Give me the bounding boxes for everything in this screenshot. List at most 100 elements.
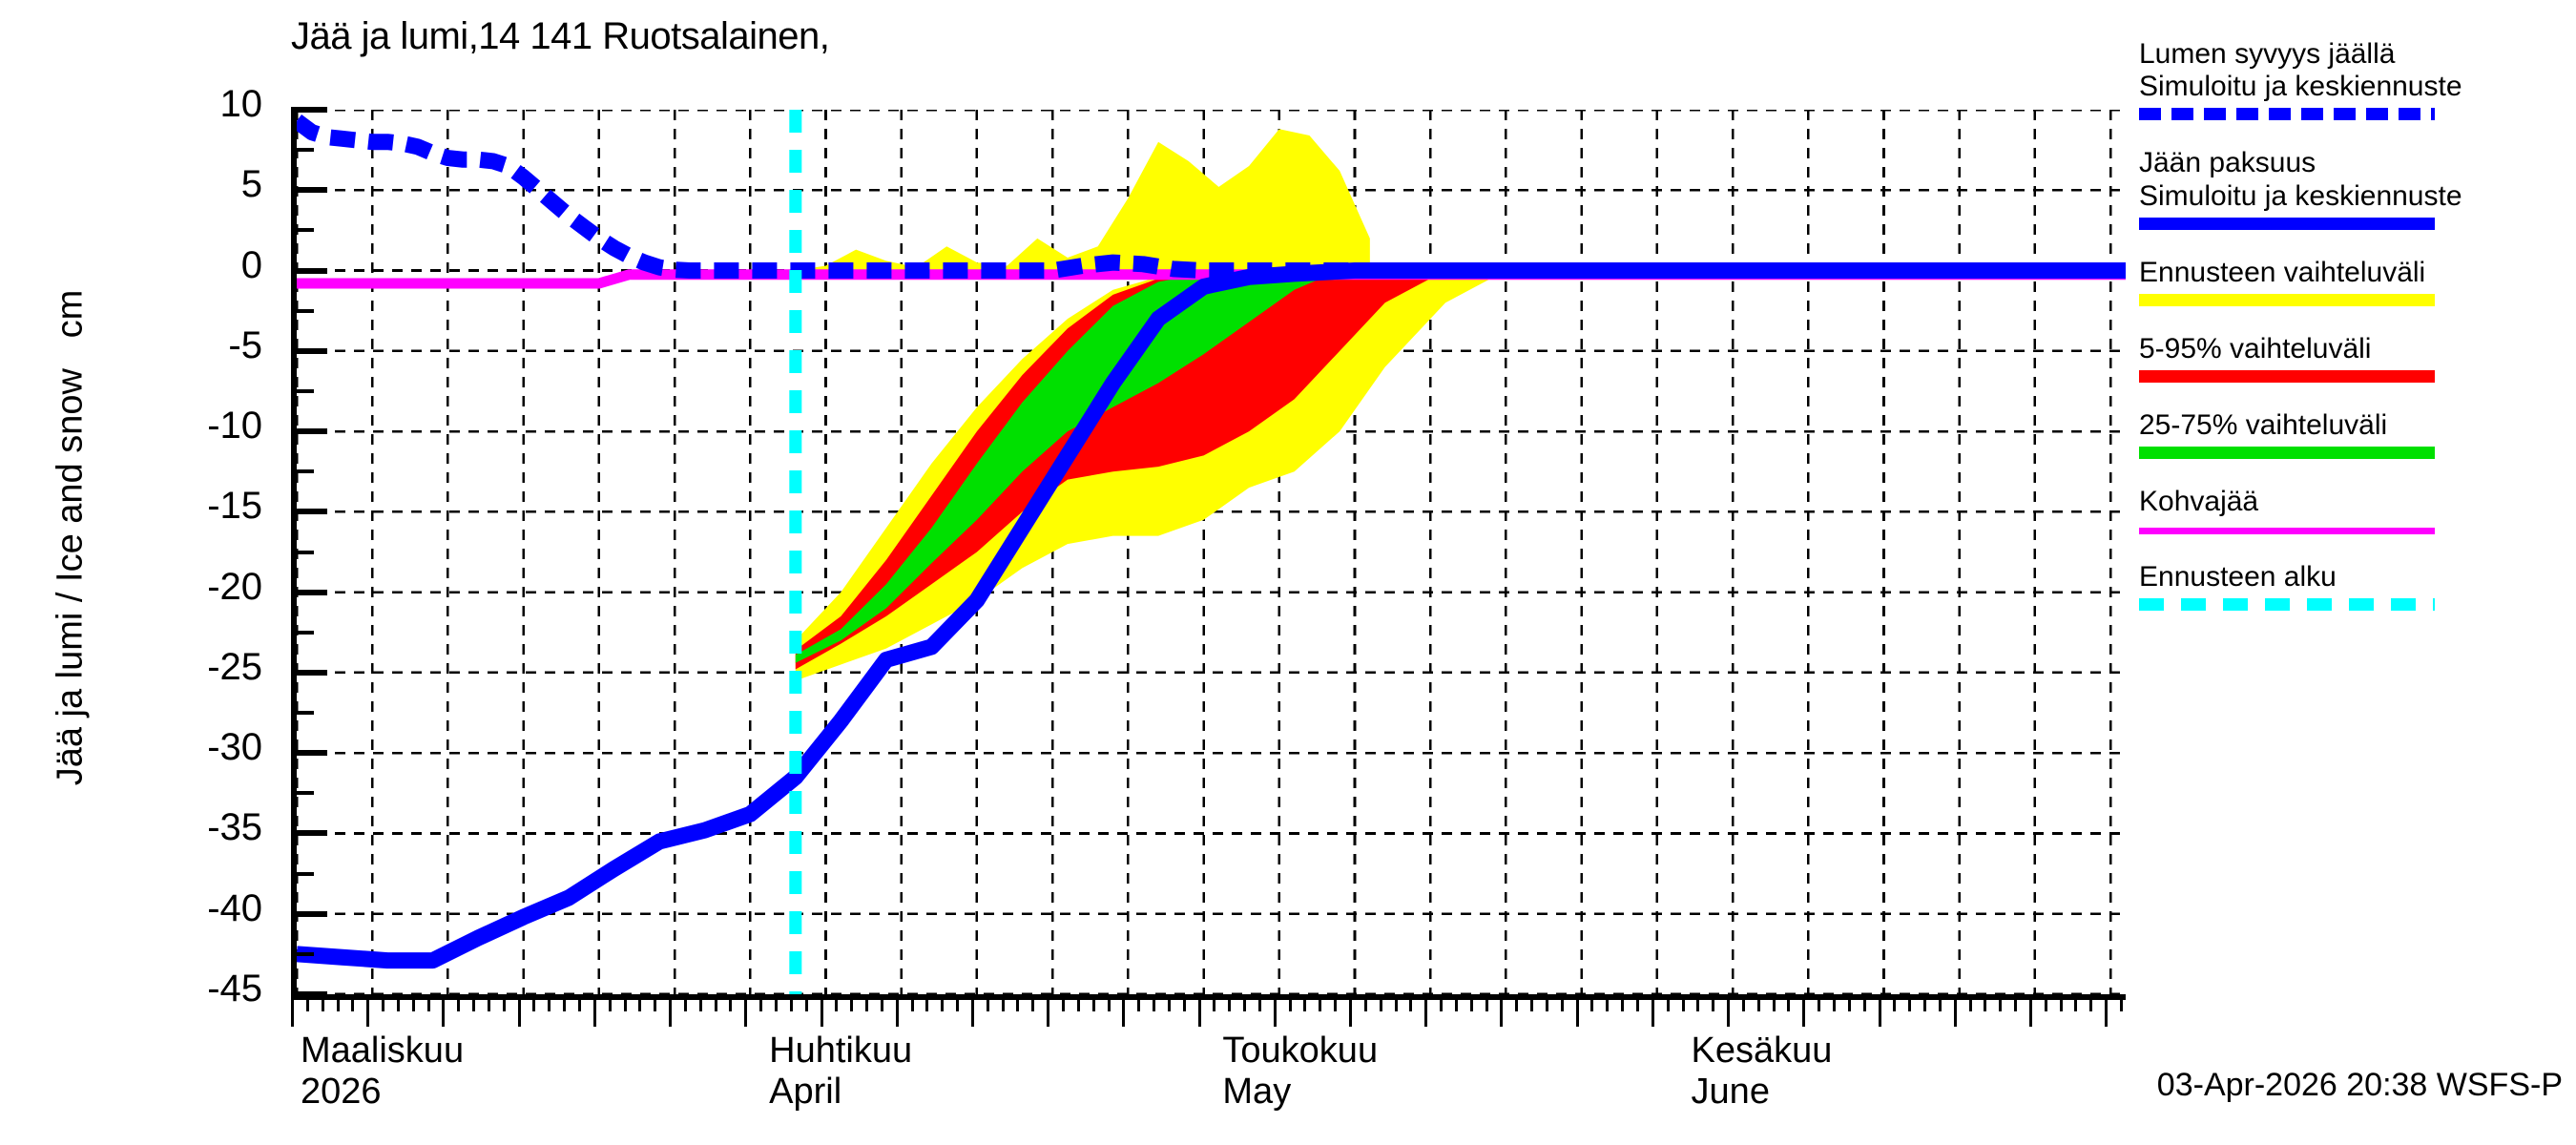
- y-tick-label--5: -5: [228, 323, 262, 366]
- x-tick-major: [1197, 994, 1201, 1027]
- x-tick-minor: [1666, 994, 1670, 1011]
- y-tick-label--10: -10: [207, 405, 262, 448]
- x-tick-major: [1122, 994, 1126, 1027]
- x-tick-major: [291, 994, 294, 1027]
- band-ennusteen-vaihteluv-li-snow-: [795, 129, 1370, 271]
- x-tick-major: [820, 994, 823, 1027]
- legend-spacer: [2139, 392, 2574, 409]
- x-tick-major: [1802, 994, 1806, 1027]
- y-tick-minor: [291, 308, 314, 313]
- y-tick-major-5: [291, 187, 327, 194]
- month-label-en: June: [1691, 1071, 1770, 1112]
- x-tick-minor: [623, 994, 627, 1011]
- x-tick-minor: [1137, 994, 1141, 1011]
- y-tick-minor: [291, 388, 314, 393]
- y-tick-minor: [291, 951, 314, 956]
- x-tick-minor: [1741, 994, 1745, 1011]
- legend-swatch-snow-depth-forecast: [2139, 108, 2435, 121]
- y-tick-major--25: [291, 669, 327, 676]
- x-tick-minor: [457, 994, 461, 1011]
- x-tick-major: [1727, 994, 1731, 1027]
- x-tick-minor: [1469, 994, 1473, 1011]
- x-tick-minor: [1515, 994, 1519, 1011]
- month-label-fi: Toukokuu: [1222, 1030, 1379, 1071]
- x-tick-minor: [759, 994, 763, 1011]
- y-tick-label-10: 10: [219, 83, 263, 125]
- y-tick-minor: [291, 550, 314, 554]
- legend-item-snow-depth-forecast: Lumen syvyys jäällä Simuloitu ja keskienn…: [2139, 38, 2574, 121]
- x-tick-minor: [1409, 994, 1413, 1011]
- x-tick-minor: [351, 994, 355, 1011]
- legend-swatch-range-5-95: [2139, 370, 2435, 384]
- x-tick-minor: [472, 994, 476, 1011]
- x-tick-minor: [804, 994, 808, 1011]
- x-tick-minor: [850, 994, 854, 1011]
- x-tick-minor: [880, 994, 883, 1011]
- x-tick-minor: [1228, 994, 1232, 1011]
- x-tick-minor: [865, 994, 869, 1011]
- x-axis-month-label: Maaliskuu 2026: [301, 1030, 464, 1112]
- legend-swatch-forecast-range: [2139, 293, 2435, 306]
- series-ice-thickness: [297, 262, 2126, 969]
- x-tick-minor: [411, 994, 415, 1011]
- x-tick-minor: [1590, 994, 1594, 1011]
- month-label-fi: Kesäkuu: [1691, 1030, 1833, 1071]
- y-tick-minor: [291, 871, 314, 876]
- x-tick-minor: [548, 994, 551, 1011]
- x-tick-major: [2028, 994, 2032, 1027]
- x-tick-minor: [1681, 994, 1685, 1011]
- legend-spacer: [2139, 316, 2574, 333]
- x-tick-minor: [789, 994, 793, 1011]
- x-tick-minor: [1031, 994, 1035, 1011]
- x-tick-major: [366, 994, 370, 1027]
- x-tick-minor: [1288, 994, 1292, 1011]
- chart-title: Jää ja lumi,14 141 Ruotsalainen,: [291, 15, 830, 57]
- x-tick-minor: [1832, 994, 1836, 1011]
- legend-spacer: [2139, 130, 2574, 147]
- x-tick-major: [1575, 994, 1579, 1027]
- x-tick-major: [1424, 994, 1428, 1027]
- x-tick-minor: [683, 994, 687, 1011]
- x-tick-minor: [1893, 994, 1897, 1011]
- x-tick-minor: [2014, 994, 2018, 1011]
- x-tick-minor: [986, 994, 989, 1011]
- x-tick-minor: [1621, 994, 1625, 1011]
- legend-item-slush-ice: Kohvajää: [2139, 486, 2574, 534]
- month-label-fi: Maaliskuu: [301, 1030, 465, 1071]
- x-tick-major: [970, 994, 974, 1027]
- legend-swatch-forecast-start: [2139, 597, 2435, 611]
- y-tick-label-0: 0: [240, 243, 262, 286]
- y-tick-label--25: -25: [207, 645, 262, 688]
- month-label-fi: Huhtikuu: [769, 1030, 913, 1071]
- y-tick-minor: [291, 630, 314, 635]
- x-tick-minor: [2120, 994, 2123, 1011]
- x-tick-minor: [729, 994, 733, 1011]
- x-tick-minor: [1061, 994, 1065, 1011]
- x-tick-major: [1651, 994, 1654, 1027]
- x-tick-major: [744, 994, 748, 1027]
- x-tick-minor: [1696, 994, 1700, 1011]
- x-tick-minor: [1379, 994, 1382, 1011]
- y-tick-label--40: -40: [207, 886, 262, 929]
- x-tick-minor: [1394, 994, 1398, 1011]
- legend-label-forecast-range: Ennusteen vaihteluväli: [2139, 256, 2426, 288]
- x-tick-minor: [1545, 994, 1548, 1011]
- x-tick-minor: [1606, 994, 1610, 1011]
- x-tick-minor: [1319, 994, 1322, 1011]
- x-tick-minor: [1257, 994, 1261, 1011]
- x-tick-major: [592, 994, 596, 1027]
- x-tick-minor: [1454, 994, 1458, 1011]
- x-tick-minor: [1999, 994, 2003, 1011]
- x-tick-minor: [1772, 994, 1776, 1011]
- x-tick-minor: [698, 994, 702, 1011]
- x-tick-minor: [1908, 994, 1912, 1011]
- x-tick-minor: [1984, 994, 1987, 1011]
- y-tick-label--20: -20: [207, 565, 262, 608]
- y-tick-minor: [291, 228, 314, 233]
- x-tick-minor: [563, 994, 567, 1011]
- x-tick-minor: [1334, 994, 1338, 1011]
- month-label-en: April: [769, 1071, 842, 1112]
- x-tick-minor: [1636, 994, 1640, 1011]
- y-tick-label--35: -35: [207, 806, 262, 849]
- y-tick-label-5: 5: [240, 163, 262, 206]
